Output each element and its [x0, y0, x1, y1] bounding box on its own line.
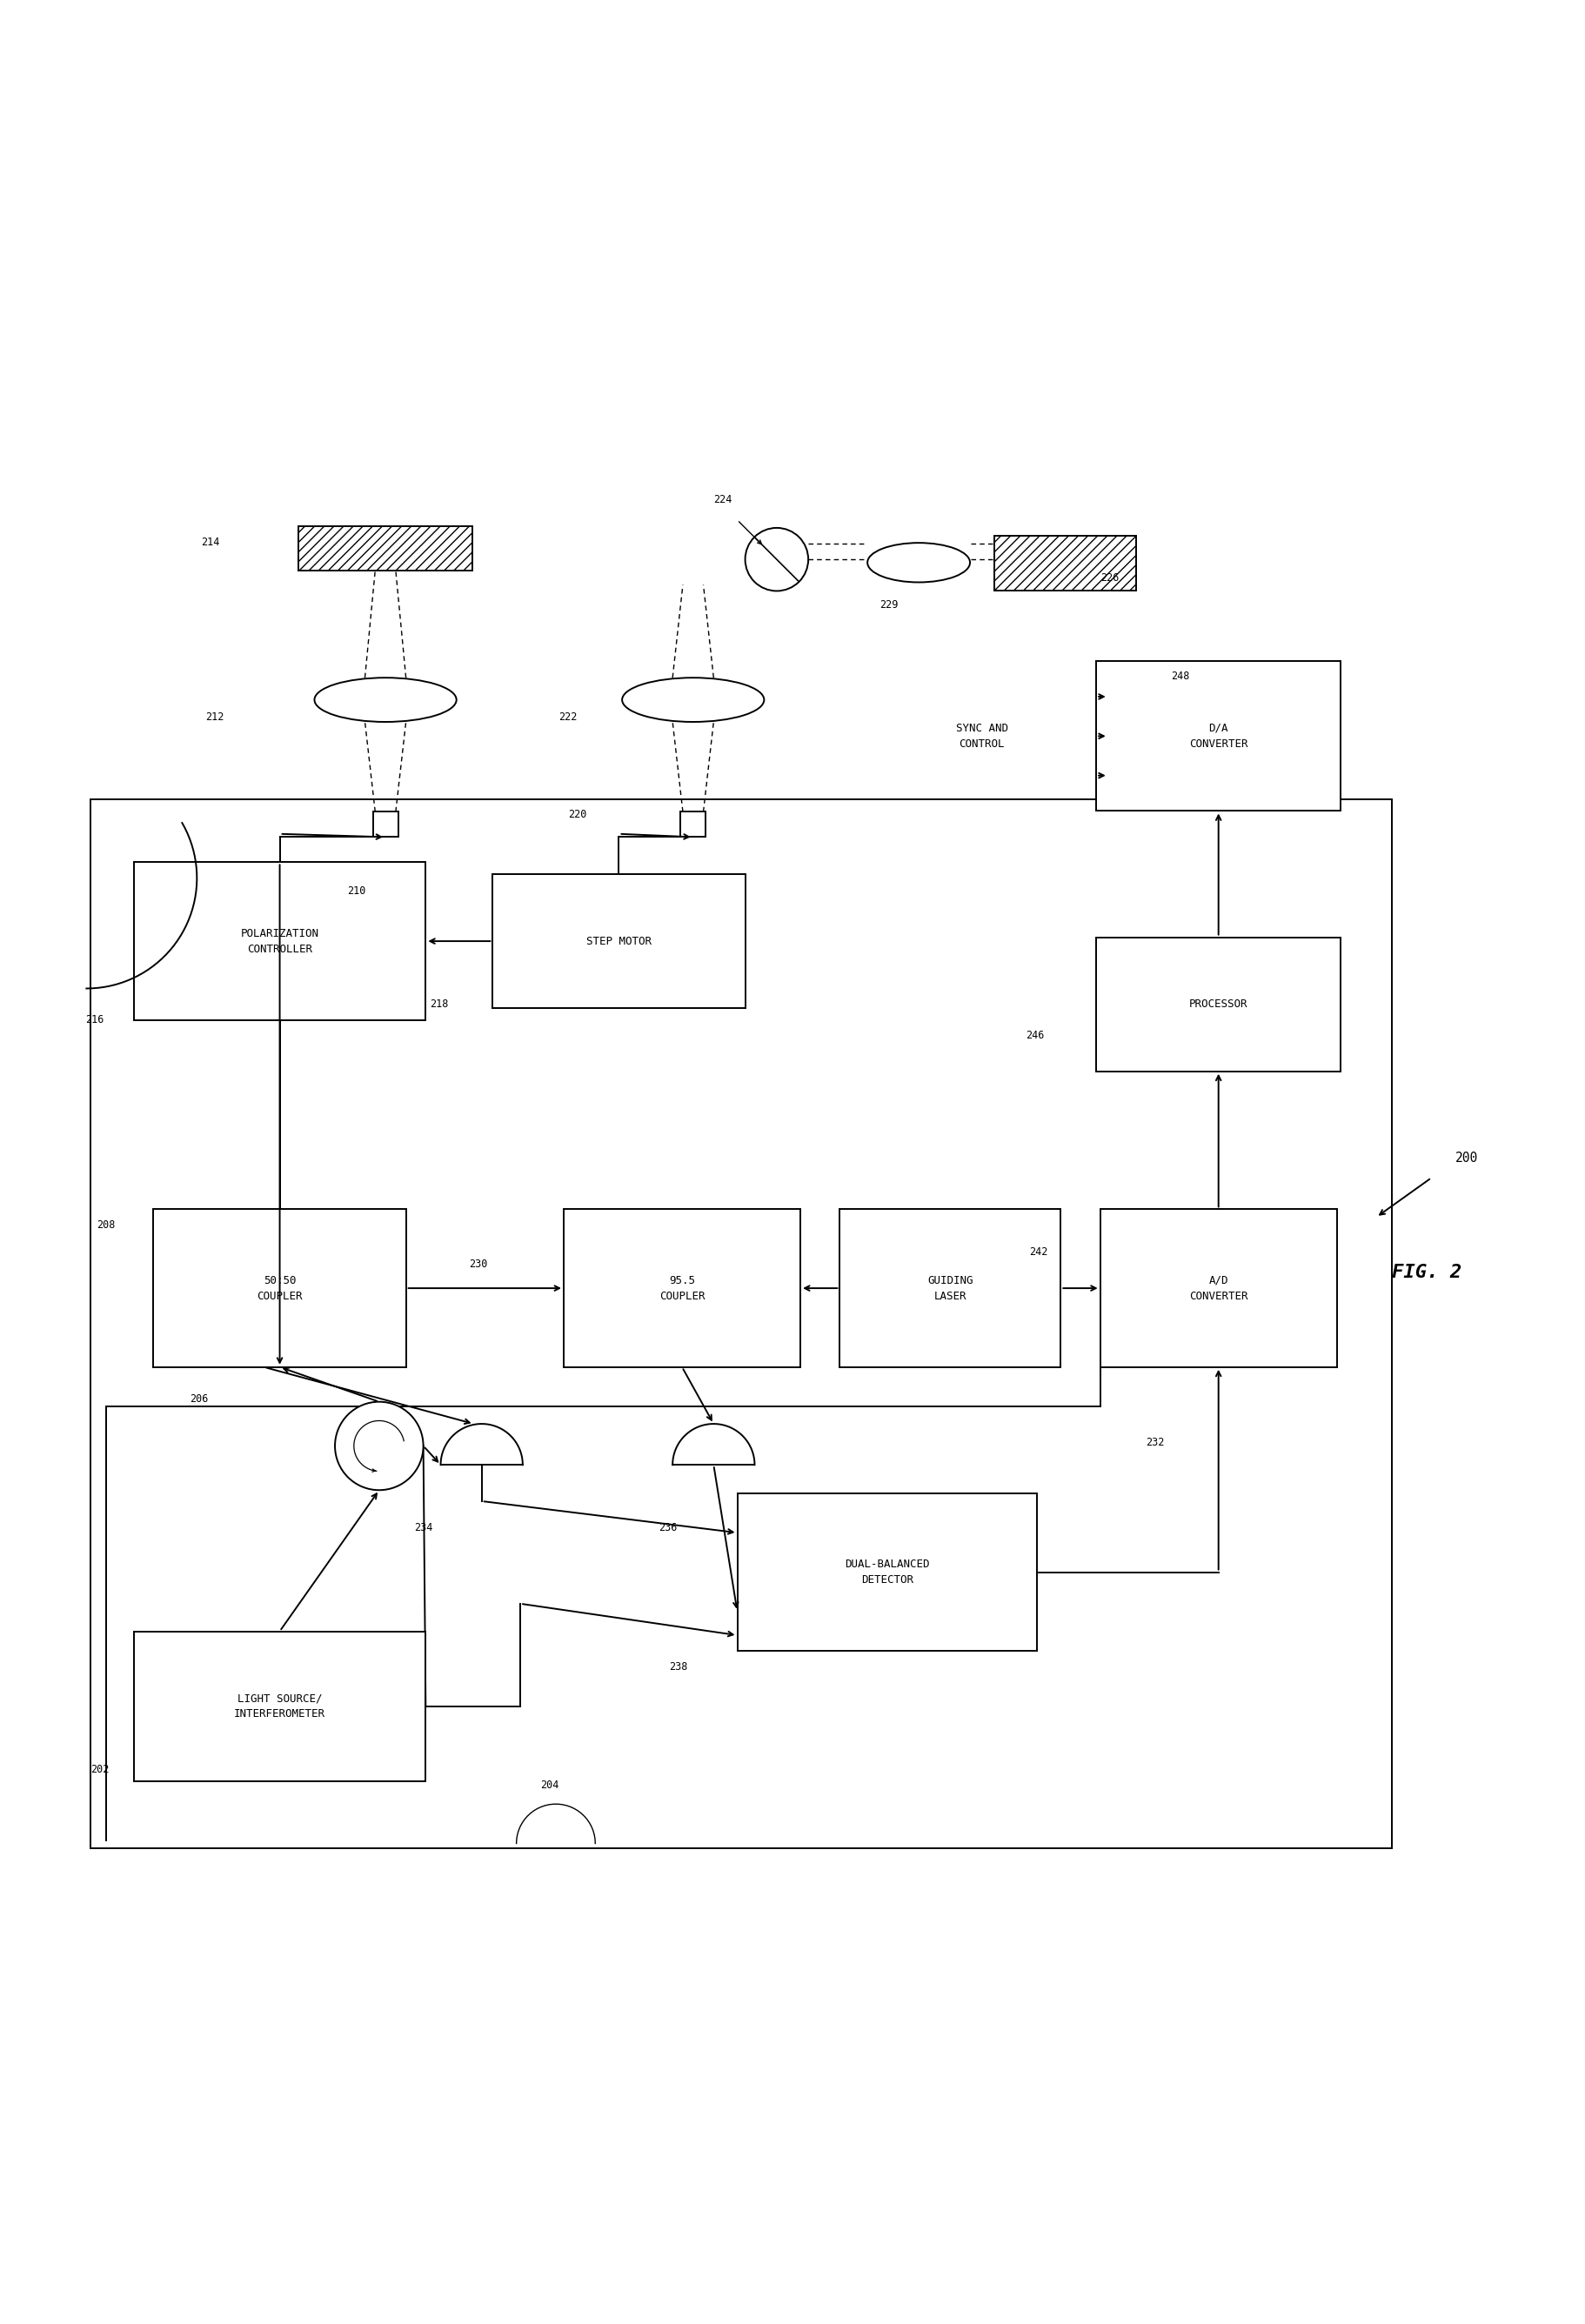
Bar: [1100, 1208, 1336, 1367]
Text: 220: 220: [569, 809, 586, 820]
Bar: [133, 1631, 426, 1780]
Text: 242: 242: [1029, 1246, 1048, 1257]
Text: STEP MOTOR: STEP MOTOR: [586, 937, 651, 946]
Text: 210: 210: [347, 885, 366, 897]
Bar: [840, 1208, 1060, 1367]
Text: 229: 229: [880, 600, 897, 611]
Ellipse shape: [867, 544, 970, 583]
Circle shape: [745, 528, 808, 590]
Circle shape: [334, 1401, 423, 1490]
Bar: [154, 1208, 406, 1367]
Text: 238: 238: [669, 1662, 688, 1673]
Text: FIG. 2: FIG. 2: [1392, 1264, 1461, 1281]
Bar: [493, 874, 745, 1009]
Bar: [994, 537, 1136, 590]
Text: 212: 212: [206, 711, 223, 723]
Text: SYNC AND
CONTROL: SYNC AND CONTROL: [956, 723, 1008, 751]
Text: GUIDING
LASER: GUIDING LASER: [927, 1276, 973, 1301]
Text: 246: 246: [1025, 1030, 1045, 1041]
Text: 248: 248: [1171, 672, 1190, 681]
Bar: [90, 799, 1392, 1848]
Bar: [680, 811, 705, 837]
Bar: [564, 1208, 800, 1367]
Text: 214: 214: [201, 537, 219, 548]
Bar: [372, 811, 398, 837]
Text: DUAL-BALANCED
DETECTOR: DUAL-BALANCED DETECTOR: [845, 1559, 929, 1585]
Bar: [1097, 937, 1341, 1071]
Text: 218: 218: [430, 999, 449, 1011]
Bar: [737, 1494, 1037, 1650]
Text: 222: 222: [560, 711, 577, 723]
Text: 50:50
COUPLER: 50:50 COUPLER: [257, 1276, 303, 1301]
Text: 206: 206: [190, 1392, 208, 1404]
Bar: [1097, 660, 1341, 811]
Text: 95.5
COUPLER: 95.5 COUPLER: [659, 1276, 705, 1301]
Text: 200: 200: [1455, 1153, 1477, 1164]
Text: 216: 216: [86, 1013, 105, 1025]
Text: A/D
CONVERTER: A/D CONVERTER: [1189, 1276, 1247, 1301]
Text: POLARIZATION
CONTROLLER: POLARIZATION CONTROLLER: [241, 927, 319, 955]
Text: 230: 230: [469, 1260, 488, 1271]
Text: LIGHT SOURCE/
INTERFEROMETER: LIGHT SOURCE/ INTERFEROMETER: [235, 1692, 325, 1720]
Text: 236: 236: [658, 1522, 677, 1534]
Bar: [298, 525, 472, 569]
Polygon shape: [441, 1425, 523, 1464]
Bar: [133, 862, 426, 1020]
Text: 202: 202: [90, 1764, 109, 1776]
Text: 208: 208: [97, 1220, 116, 1232]
Text: 226: 226: [1100, 572, 1119, 583]
Text: 234: 234: [414, 1522, 433, 1534]
Text: PROCESSOR: PROCESSOR: [1189, 999, 1247, 1011]
Polygon shape: [672, 1425, 754, 1464]
Text: 224: 224: [713, 493, 732, 504]
Text: 204: 204: [540, 1780, 558, 1792]
Text: D/A
CONVERTER: D/A CONVERTER: [1189, 723, 1247, 751]
Text: 232: 232: [1146, 1436, 1165, 1448]
Ellipse shape: [314, 679, 456, 723]
Ellipse shape: [621, 679, 764, 723]
